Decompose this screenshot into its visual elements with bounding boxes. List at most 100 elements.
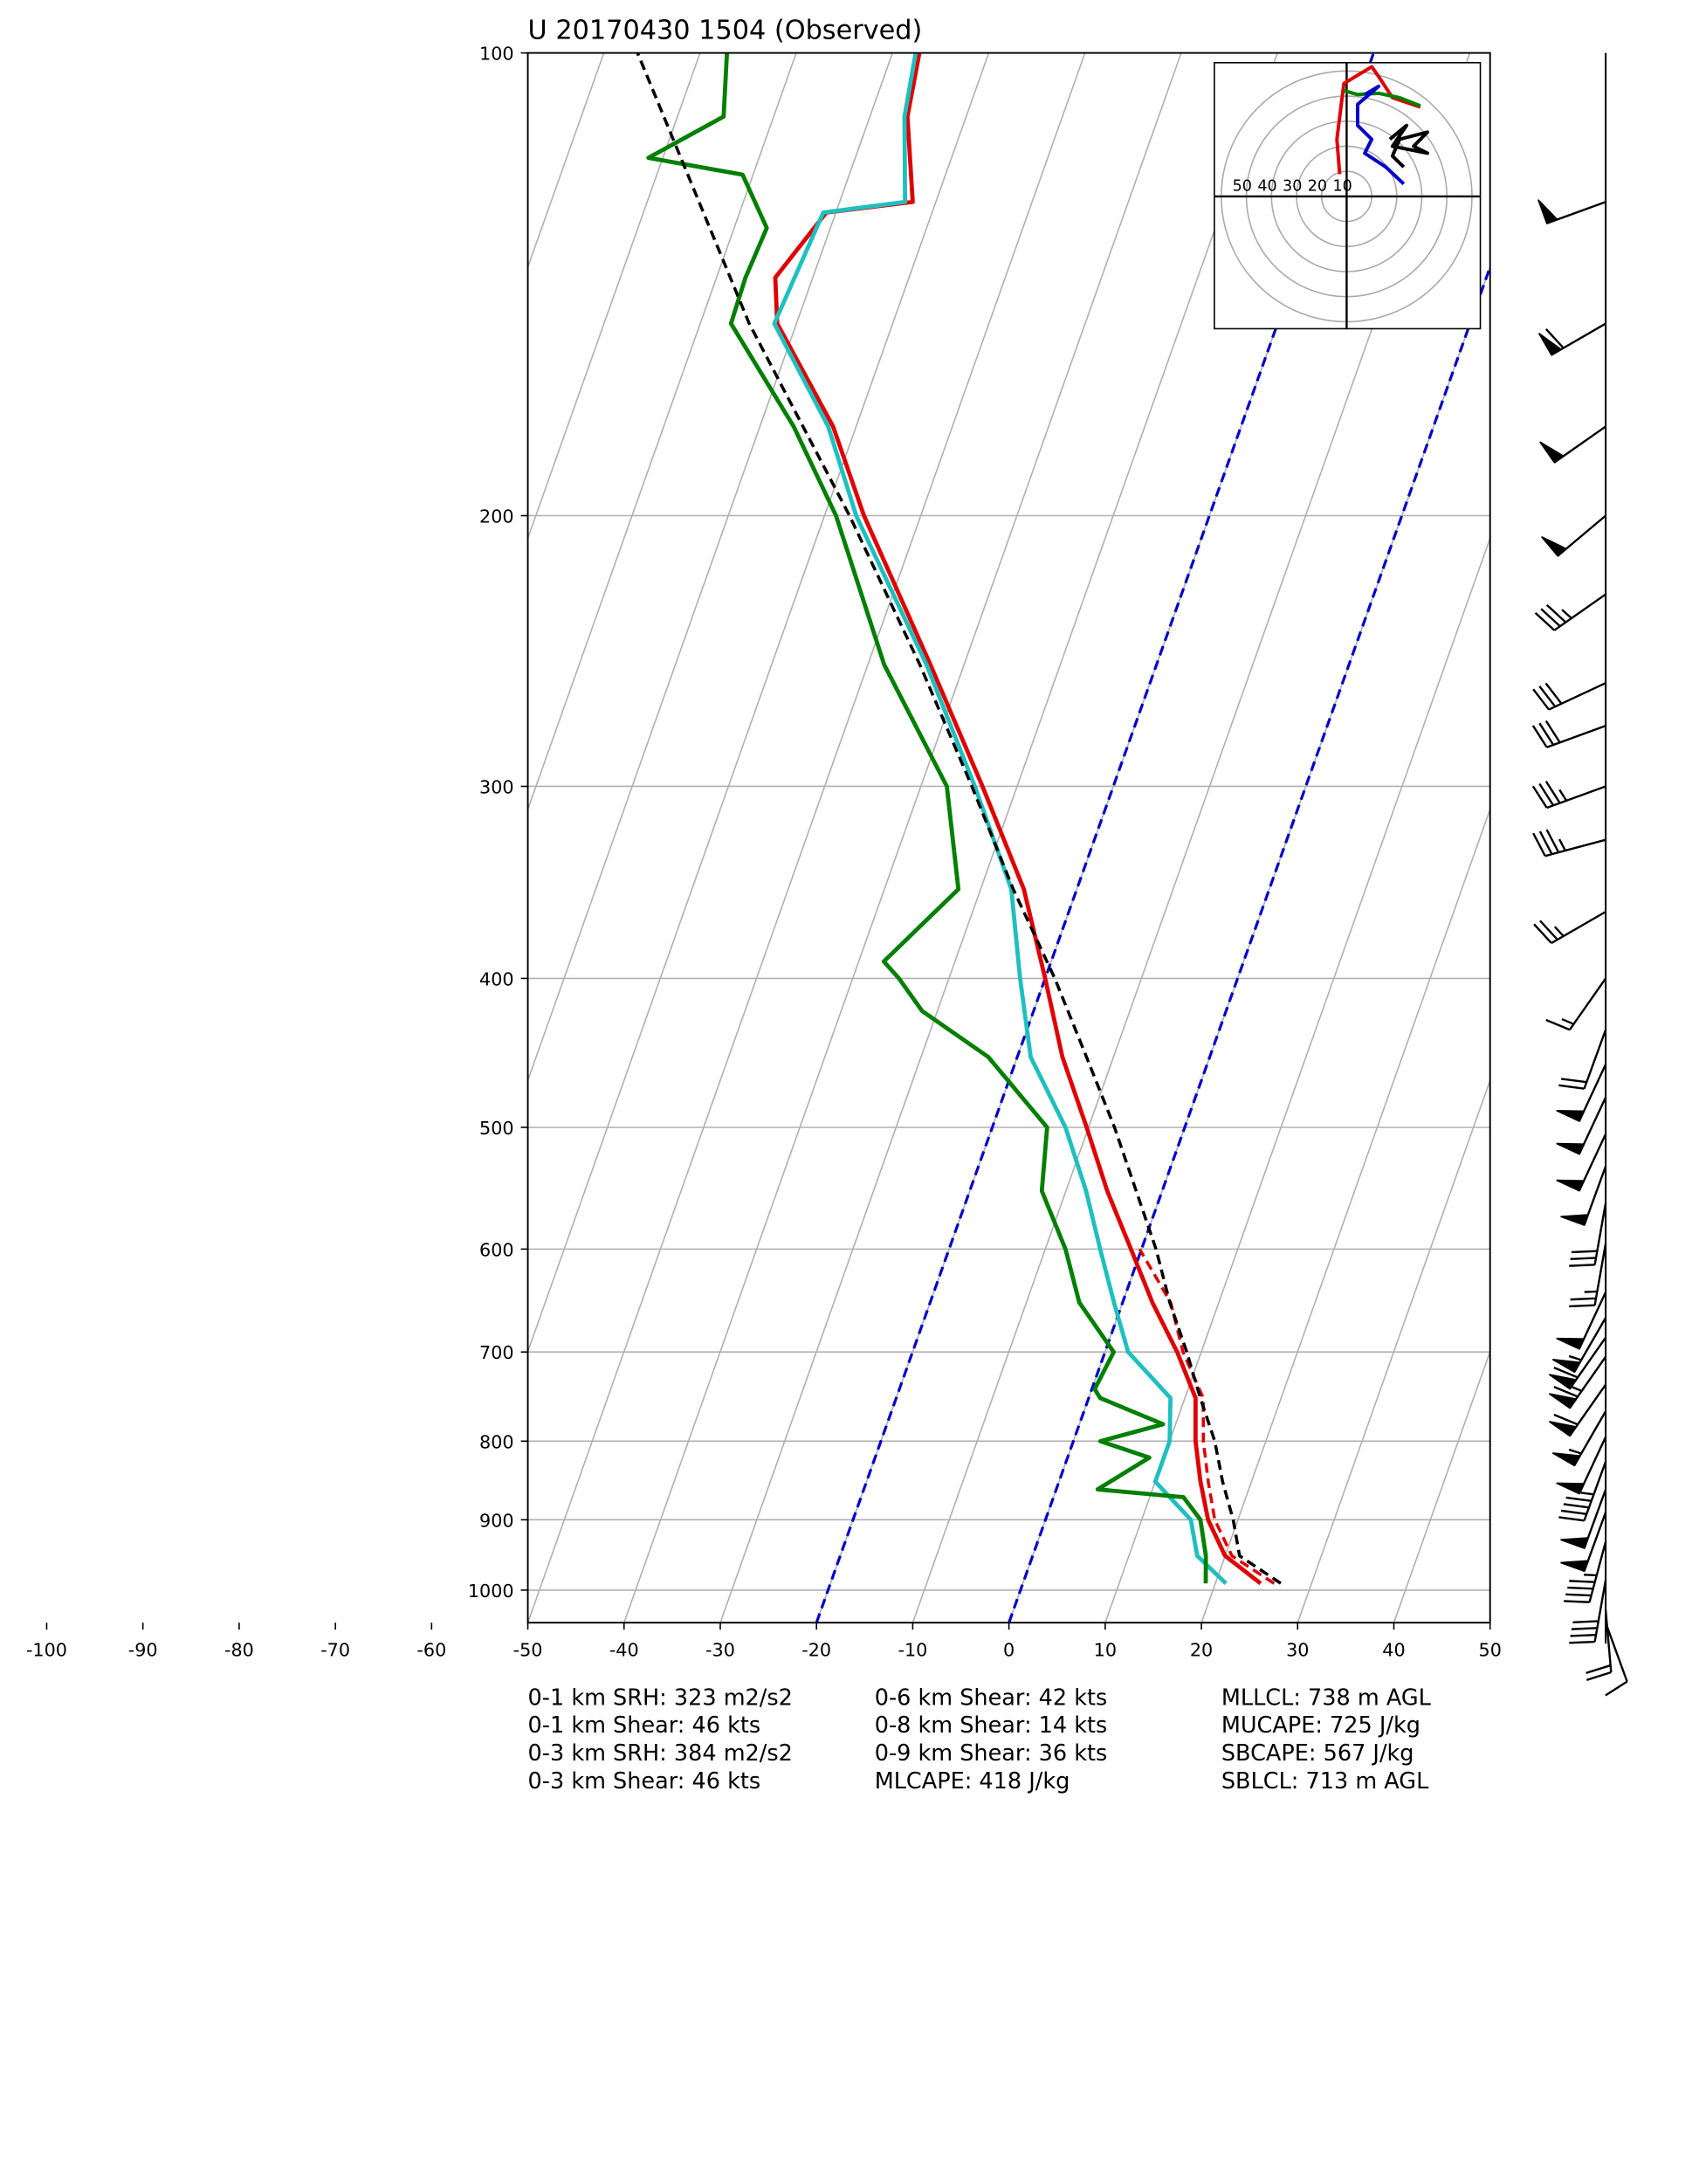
stat-text: 0-8 km Shear: 14 kts <box>875 1712 1108 1739</box>
barb-staff <box>1531 720 1606 748</box>
wind-barb <box>1531 781 1606 810</box>
wind-barb <box>1569 1580 1607 1644</box>
y-tick-label: 500 <box>479 1118 514 1139</box>
stat-text: 0-6 km Shear: 42 kts <box>875 1685 1108 1711</box>
wind-barb <box>1551 1410 1607 1467</box>
wind-barb <box>1541 514 1606 557</box>
barb-flag <box>1541 535 1568 557</box>
isotherm <box>1200 807 1490 1623</box>
x-tick-label: -70 <box>320 1639 350 1660</box>
barb-flag <box>1560 1560 1590 1573</box>
isotherm <box>527 52 701 541</box>
wind-barb <box>1548 1383 1607 1437</box>
hodograph-ring-label: 20 <box>1308 178 1327 196</box>
x-tick-label: -30 <box>705 1639 735 1660</box>
stat-text: 0-1 km SRH: 323 m2/s2 <box>528 1685 793 1711</box>
sounding-line <box>773 52 1262 1586</box>
isotherm <box>527 52 605 270</box>
y-tick-label: 1000 <box>468 1581 514 1602</box>
wind-barb <box>1537 322 1606 356</box>
y-tick-label: 300 <box>479 776 514 797</box>
barb-flag <box>1548 1374 1578 1390</box>
barb-staff <box>1534 593 1606 631</box>
wind-barb <box>1560 1166 1607 1227</box>
barb-staff <box>1532 829 1606 858</box>
barb-flag <box>1551 1452 1581 1467</box>
barb-staff <box>1569 1202 1607 1267</box>
wind-barb <box>1604 1622 1628 1697</box>
x-tick-label: 10 <box>1094 1639 1117 1660</box>
wind-barb <box>1548 1336 1607 1390</box>
wind-barb <box>1558 1029 1607 1090</box>
isotherm <box>527 52 990 1354</box>
y-tick-label: 200 <box>479 506 514 527</box>
isotherm <box>1393 1349 1490 1623</box>
stat-text: MUCAPE: 725 J/kg <box>1221 1712 1420 1739</box>
x-tick-label: 40 <box>1382 1639 1405 1660</box>
stat-text: 0-3 km Shear: 46 kts <box>528 1768 761 1795</box>
hodograph-frame <box>1214 61 1482 330</box>
isotherm <box>527 52 797 812</box>
wind-barb <box>1534 593 1606 631</box>
wind-barb <box>1556 1097 1607 1155</box>
barb-staff <box>1569 1243 1607 1308</box>
sounding-line <box>646 52 1208 1584</box>
wind-barb <box>1569 1202 1607 1267</box>
isotherm <box>719 52 1278 1623</box>
x-tick-label: 20 <box>1190 1639 1213 1660</box>
y-tick-label: 600 <box>479 1239 514 1260</box>
hodograph-line <box>1356 84 1406 185</box>
wind-barb <box>1556 1436 1607 1495</box>
chart-title: U 20170430 1504 (Observed) <box>528 16 923 46</box>
isotherm <box>1104 535 1490 1623</box>
barb-staff <box>1558 1029 1607 1090</box>
barb-staff <box>1586 1609 1613 1681</box>
x-tick-label: -60 <box>416 1639 446 1660</box>
barb-staff <box>1604 1622 1628 1697</box>
barb-flag <box>1539 441 1565 464</box>
x-tick-label: -100 <box>26 1639 67 1660</box>
wind-barb <box>1560 1489 1607 1550</box>
wind-barb <box>1569 1243 1607 1308</box>
stat-text: SBCAPE: 567 J/kg <box>1221 1740 1414 1767</box>
barb-flag <box>1556 1179 1586 1192</box>
wind-barb <box>1533 911 1606 945</box>
hodograph-ring-label: 30 <box>1283 178 1302 196</box>
barb-staff <box>1531 781 1606 810</box>
wind-barb <box>1531 720 1606 748</box>
isotherm <box>527 52 894 1083</box>
barb-flag <box>1537 199 1559 224</box>
x-tick-label: 30 <box>1286 1639 1309 1660</box>
barb-flag <box>1556 1337 1586 1350</box>
isotherm <box>1489 1620 1490 1623</box>
hodograph-line <box>1388 123 1429 169</box>
hodograph-ring-label: 40 <box>1257 178 1276 196</box>
wind-barb <box>1532 829 1606 858</box>
stat-text: MLCAPE: 418 J/kg <box>875 1768 1070 1795</box>
wind-barb <box>1556 1064 1607 1123</box>
stat-text: 0-9 km Shear: 36 kts <box>875 1740 1108 1767</box>
x-tick-label: -40 <box>609 1639 639 1660</box>
barb-flag <box>1560 1214 1590 1227</box>
x-tick-label: -10 <box>898 1639 927 1660</box>
isotherm <box>1297 1078 1490 1623</box>
barb-flag <box>1560 1537 1590 1550</box>
stat-text: SBLCL: 713 m AGL <box>1221 1768 1429 1795</box>
wind-barb <box>1560 1512 1607 1573</box>
wind-barb <box>1556 1292 1607 1350</box>
x-tick-label: 0 <box>1003 1639 1015 1660</box>
y-tick-label: 400 <box>479 968 514 989</box>
wind-barb <box>1586 1609 1613 1681</box>
x-tick-label: -80 <box>224 1639 254 1660</box>
barb-staff <box>1533 911 1606 945</box>
wind-barb <box>1548 1355 1607 1409</box>
hodograph-line <box>1343 88 1421 108</box>
barb-staff <box>1564 1541 1607 1603</box>
wind-barb <box>1564 1541 1607 1603</box>
barb-flag <box>1556 1482 1586 1495</box>
stat-text: 0-3 km SRH: 384 m2/s2 <box>528 1740 793 1767</box>
barb-flag <box>1556 1110 1586 1123</box>
barb-flag <box>1548 1393 1578 1409</box>
